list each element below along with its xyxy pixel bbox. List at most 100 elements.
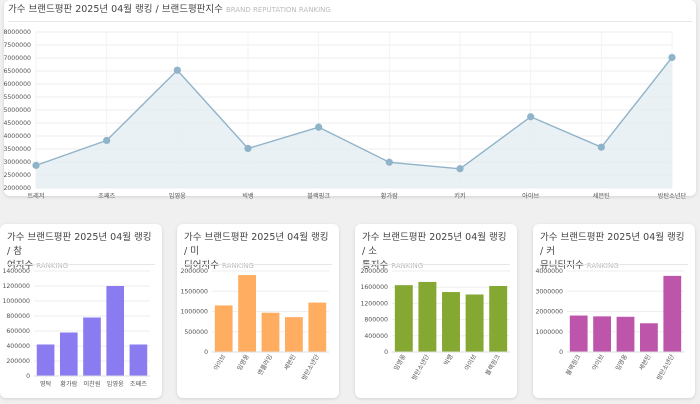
- data-point: [597, 143, 605, 151]
- y-tick-label: 0: [26, 373, 30, 380]
- media-title-divider: [184, 264, 332, 265]
- bar: [640, 323, 658, 352]
- bar: [214, 305, 233, 352]
- data-point: [32, 161, 40, 169]
- bar: [238, 275, 256, 352]
- communication-title-line2: 통지수: [362, 260, 389, 271]
- media-title-line2: 디어지수: [184, 260, 219, 271]
- y-tick-label: 1000000: [2, 298, 30, 305]
- communication-title-divider: [362, 264, 510, 265]
- x-tick-label: 영탁: [40, 380, 52, 388]
- participation-title-divider: [7, 264, 155, 265]
- y-tick-label: 500000: [184, 329, 208, 336]
- data-point: [244, 144, 252, 153]
- bar: [285, 317, 303, 352]
- x-tick-label: 임영웅: [614, 353, 630, 372]
- y-tick-label: 1200000: [360, 300, 388, 307]
- y-tick-label: 1000000: [180, 309, 208, 316]
- x-tick-label: 세븐틴: [593, 192, 610, 200]
- y-tick-label: 3500000: [3, 146, 31, 153]
- y-tick-label: 800000: [6, 313, 30, 320]
- bar: [418, 281, 437, 352]
- y-tick-label: 4000000: [3, 133, 31, 140]
- data-point: [173, 66, 181, 74]
- main-chart-title-text: 가수 브랜드평판 2025년 04월 랭킹 / 브랜드평판지수: [8, 4, 223, 15]
- x-tick-label: 방탄소년단: [655, 353, 676, 382]
- x-tick-label: 블랙핑크: [307, 192, 330, 200]
- x-tick-label: 트레저: [27, 192, 44, 200]
- bar: [489, 285, 508, 352]
- y-tick-label: 0: [204, 349, 208, 356]
- y-tick-label: 1400000: [2, 268, 30, 275]
- y-tick-label: 400000: [6, 343, 30, 350]
- x-tick-label: 방탄소년단: [658, 192, 687, 200]
- y-tick-label: 2000000: [3, 185, 31, 192]
- main-chart-title: 가수 브랜드평판 2025년 04월 랭킹 / 브랜드평판지수 BRAND RE…: [8, 3, 331, 17]
- x-tick-label: 아이브: [522, 192, 539, 200]
- data-point: [527, 113, 535, 121]
- bar: [129, 344, 148, 376]
- y-tick-label: 8000000: [3, 29, 31, 36]
- y-tick-label: 2000000: [360, 268, 388, 275]
- x-tick-label: 아이브: [590, 353, 606, 372]
- x-tick-label: 조째즈: [98, 192, 115, 200]
- y-tick-label: 2000000: [535, 309, 563, 316]
- media-title-line1: 가수 브랜드평판 2025년 04월 랭킹 / 미: [184, 232, 329, 257]
- x-tick-label: 황가람: [381, 192, 398, 200]
- x-tick-label: 조째즈: [130, 380, 147, 388]
- x-tick-label: 키키: [454, 192, 465, 200]
- bar: [465, 294, 484, 352]
- bar: [261, 312, 280, 352]
- x-tick-label: 빅뱅: [242, 192, 254, 200]
- bar: [663, 275, 682, 352]
- bar: [442, 292, 460, 352]
- communication-subtitle: RANKING: [391, 262, 424, 270]
- x-tick-label: 임영웅: [169, 192, 186, 200]
- y-tick-label: 0: [384, 349, 388, 356]
- bar: [106, 286, 125, 376]
- y-tick-label: 7000000: [3, 55, 31, 62]
- participation-chart-title: 가수 브랜드평판 2025년 04월 랭킹 / 참 여지수 RANKING: [7, 231, 157, 273]
- y-tick-label: 7500000: [3, 42, 31, 49]
- bar: [569, 315, 588, 352]
- brand-reputation-line-chart: 2000000 2500000 3000000 3500000 4000000 45000…: [3, 29, 687, 200]
- y-tick-label: 0: [559, 349, 563, 356]
- y-tick-label: 400000: [364, 333, 388, 340]
- x-tick-label: 이찬원: [83, 380, 100, 388]
- y-tick-label: 1000000: [535, 329, 563, 336]
- participation-title-line2: 여지수: [7, 260, 34, 271]
- y-tick-label: 800000: [364, 317, 388, 324]
- y-tick-label: 6000000: [3, 81, 31, 88]
- y-tick-label: 4000000: [535, 268, 563, 275]
- y-tick-label: 1500000: [180, 288, 208, 295]
- y-tick-label: 600000: [6, 328, 30, 335]
- data-point: [668, 53, 676, 62]
- data-point: [456, 165, 464, 173]
- y-tick-label: 5000000: [3, 107, 31, 114]
- bar: [394, 285, 413, 352]
- y-tick-label: 6500000: [3, 68, 31, 75]
- x-tick-label: 세븐틴: [637, 353, 653, 372]
- bar: [83, 317, 101, 376]
- bar: [308, 302, 327, 352]
- bar: [593, 316, 611, 352]
- community-subtitle: RANKING: [586, 262, 619, 270]
- main-chart-subtitle: BRAND REPUTATION RANKING: [225, 6, 331, 14]
- y-tick-label: 1200000: [2, 283, 30, 290]
- media-subtitle: RANKING: [222, 262, 254, 270]
- series-line: [35, 57, 673, 170]
- data-point: [385, 158, 393, 166]
- participation-subtitle: RANKING: [36, 262, 69, 270]
- y-tick-label: 4500000: [3, 120, 31, 127]
- bar: [616, 316, 635, 352]
- communication-title-line1: 가수 브랜드평판 2025년 04월 랭킹 / 소: [362, 232, 507, 257]
- y-tick-label: 3000000: [535, 288, 563, 295]
- bar: [36, 344, 55, 376]
- data-point: [315, 123, 323, 131]
- community-title-line2: 뮤니티지수: [540, 260, 584, 271]
- community-chart-title: 가수 브랜드평판 2025년 04월 랭킹 / 커 뮤니티지수 RANKING: [540, 231, 690, 273]
